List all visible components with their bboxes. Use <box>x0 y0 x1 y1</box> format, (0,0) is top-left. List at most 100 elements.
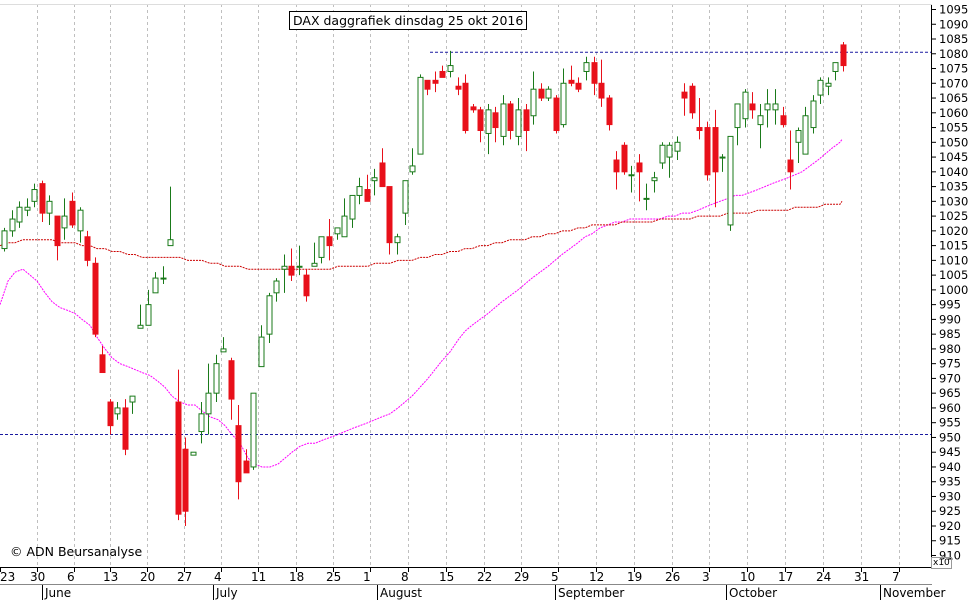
candle-body <box>591 62 598 84</box>
candle-up <box>802 106 809 155</box>
x-tick-label: 8 <box>401 570 409 584</box>
candle-up <box>349 194 356 228</box>
candle-body <box>16 206 23 223</box>
x-tick-label: 20 <box>140 570 155 584</box>
candle-up <box>417 74 424 155</box>
candle-body <box>598 82 605 99</box>
candle-down <box>598 59 605 107</box>
candle-down <box>704 121 711 181</box>
y-tick-label: 980 <box>939 342 961 356</box>
candle-down <box>636 154 643 202</box>
candle-body <box>477 109 484 132</box>
x-tick-label: 10 <box>740 570 755 584</box>
candle-up <box>213 354 220 403</box>
candle-body <box>9 218 16 232</box>
y-tick-label: 1045 <box>939 150 968 164</box>
y-tick-label: 1015 <box>939 239 968 253</box>
y-tick-label: 935 <box>939 475 961 489</box>
candle-body <box>507 103 514 132</box>
candle-down <box>228 357 235 420</box>
candle-up <box>16 201 23 228</box>
candle-body <box>69 200 76 226</box>
candle-body <box>636 162 643 173</box>
candle-body <box>583 62 590 72</box>
candle-body <box>318 236 325 258</box>
candle-up <box>129 395 136 414</box>
candle-body <box>281 265 288 270</box>
y-tick-label: 1035 <box>939 180 968 194</box>
y-tick-label: 920 <box>939 519 961 533</box>
candle-body <box>46 200 53 214</box>
y-tick-label: 945 <box>939 445 961 459</box>
candle-up <box>198 402 205 444</box>
candle-down <box>175 369 182 521</box>
candle-up <box>296 245 303 276</box>
candle-down <box>606 95 613 131</box>
candle-body <box>538 88 545 99</box>
candle-down <box>424 79 431 96</box>
candle-body <box>545 88 552 99</box>
candle-up <box>31 183 38 208</box>
candle-up <box>167 186 174 247</box>
candle-down <box>712 109 719 208</box>
x-tick-label: 31 <box>854 570 869 584</box>
candle-body <box>757 115 764 126</box>
candle-body <box>288 265 295 276</box>
candle-down <box>787 130 794 190</box>
candle-up <box>114 402 121 420</box>
candle-up <box>250 392 257 470</box>
candle-up <box>137 304 144 329</box>
candle-down <box>432 71 439 93</box>
candle-body <box>621 144 628 173</box>
candle-body <box>840 44 847 67</box>
candle-body <box>24 206 31 211</box>
candle-body <box>523 109 530 132</box>
candle-up <box>24 198 31 217</box>
x-tick-label: 11 <box>251 570 266 584</box>
candle-down <box>840 41 847 72</box>
x-tick-label: 13 <box>103 570 118 584</box>
candle-body <box>84 236 91 261</box>
x-tick-label: 3 <box>702 570 710 584</box>
candle-body <box>145 304 152 326</box>
candle-body <box>379 162 386 188</box>
candle-up <box>220 337 227 353</box>
axes: 9109159209259309359409459509559609659709… <box>0 3 968 600</box>
x-tick-label: 24 <box>816 570 831 584</box>
candle-up <box>817 77 824 104</box>
candle-body <box>402 180 409 214</box>
candle-body <box>371 177 378 182</box>
candle-down <box>39 180 46 222</box>
candle-up <box>742 89 749 128</box>
candle-body <box>795 130 802 143</box>
candle-body <box>220 348 227 353</box>
candle-up <box>9 210 16 237</box>
candle-down <box>107 399 114 435</box>
candle-up <box>356 177 363 205</box>
candle-body <box>455 85 462 90</box>
y-tick-label: 1010 <box>939 253 968 267</box>
x-tick-label: 5 <box>551 570 559 584</box>
candle-up <box>659 142 666 169</box>
candle-down <box>568 65 575 87</box>
candle-body <box>235 425 242 483</box>
candle-down <box>243 449 250 474</box>
candle-body <box>689 85 696 114</box>
candle-up <box>190 451 197 456</box>
x-tick-label: 12 <box>589 570 604 584</box>
candle-body <box>77 209 84 232</box>
candle-up <box>832 62 839 81</box>
candle-body <box>780 115 787 126</box>
candle-body <box>266 295 273 335</box>
candle-body <box>1 230 8 250</box>
candle-body <box>175 401 182 515</box>
candle-body <box>772 103 779 111</box>
candle-down <box>575 77 582 93</box>
candle-body <box>560 82 567 126</box>
y-tick-label: 1080 <box>939 47 968 61</box>
y-tick-label: 940 <box>939 460 961 474</box>
candle-up <box>651 171 658 193</box>
candle-down <box>54 215 61 261</box>
candle-body <box>515 109 522 137</box>
candle-body <box>712 127 719 173</box>
